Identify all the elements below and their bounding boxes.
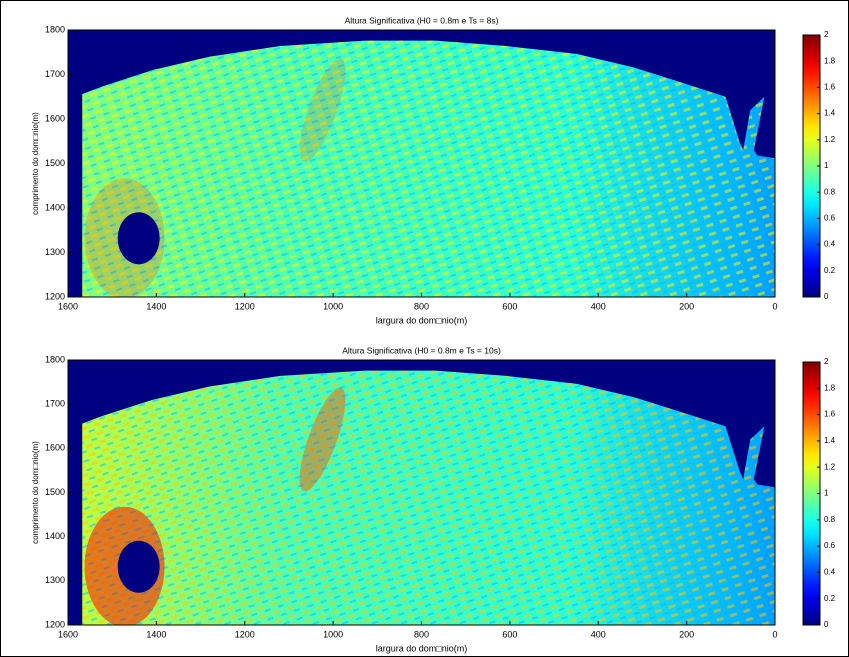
x-tick-label: 0	[772, 629, 777, 639]
colorbar-tick-label: 0	[824, 620, 829, 629]
hot-zone	[299, 387, 346, 492]
colorbar-tick-label: 2	[824, 357, 829, 366]
colorbar-tick-label: 1.4	[824, 109, 836, 118]
wave-pattern	[82, 370, 775, 625]
colorbar-tick-label: 1	[824, 489, 829, 498]
x-tick-label: 200	[679, 629, 694, 639]
y-tick-label: 1400	[45, 202, 65, 212]
x-tick-label: 200	[679, 301, 694, 311]
y-tick-label: 1400	[45, 531, 65, 541]
x-tick-label: 1400	[146, 301, 166, 311]
x-tick-label: 1200	[235, 629, 255, 639]
colorbar-tick-label: 0.8	[824, 515, 836, 524]
colorbar-tick-label: 1.8	[824, 383, 836, 392]
x-axis-label: largura do dom□nio(m)	[376, 315, 467, 325]
x-tick-label: 800	[414, 629, 429, 639]
island	[117, 540, 160, 593]
y-axis-label: comprimento do dom□nio(m)	[31, 112, 40, 215]
colorbar-tick-label: 0.6	[824, 541, 836, 550]
chart-title: Altura Significativa (H0 = 0.8m e Ts = 1…	[342, 345, 501, 355]
colorbar-tick-label: 0.8	[824, 187, 836, 196]
x-axis-label: largura do dom□nio(m)	[376, 643, 467, 653]
heatmap-field	[68, 30, 775, 297]
island	[117, 212, 160, 265]
hot-zone	[299, 58, 346, 163]
colorbar-tick-label: 1.2	[824, 135, 836, 144]
y-tick-label: 1700	[45, 69, 65, 79]
x-tick-label: 600	[502, 629, 517, 639]
colorbar-tick-label: 0.2	[824, 266, 836, 275]
x-tick-label: 600	[502, 301, 517, 311]
colorbar-tick-label: 0.2	[824, 594, 836, 603]
colorbar-tick-label: 0.6	[824, 214, 836, 223]
y-tick-label: 1500	[45, 158, 65, 168]
y-tick-label: 1300	[45, 575, 65, 585]
x-tick-label: 800	[414, 301, 429, 311]
x-tick-label: 1400	[146, 629, 166, 639]
boundary-strip	[68, 30, 83, 297]
colorbar-tick-label: 1	[824, 161, 829, 170]
y-tick-label: 1800	[45, 24, 65, 34]
y-tick-label: 1200	[45, 619, 65, 629]
subplot: Altura Significativa (H0 = 0.8m e Ts = 1…	[31, 345, 836, 653]
y-tick-label: 1300	[45, 247, 65, 257]
y-tick-label: 1800	[45, 354, 65, 364]
x-tick-label: 0	[772, 301, 777, 311]
y-tick-label: 1500	[45, 487, 65, 497]
boundary-strip	[68, 360, 83, 625]
y-tick-label: 1700	[45, 399, 65, 409]
colorbar-tick-label: 0.4	[824, 568, 836, 577]
x-tick-label: 1600	[58, 301, 78, 311]
heatmap-field	[68, 360, 775, 625]
subplot: Altura Significativa (H0 = 0.8m e Ts = 8…	[31, 15, 836, 325]
colorbar-tick-label: 1.8	[824, 56, 836, 65]
y-tick-label: 1600	[45, 113, 65, 123]
colorbar-tick-label: 1.2	[824, 462, 836, 471]
colorbar-tick-label: 2	[824, 30, 829, 39]
colorbar-tick-label: 0.4	[824, 240, 836, 249]
x-tick-label: 400	[591, 629, 606, 639]
wave-pattern	[82, 40, 775, 297]
x-tick-label: 1200	[235, 301, 255, 311]
x-tick-label: 1000	[323, 301, 343, 311]
colorbar-tick-label: 1.6	[824, 83, 836, 92]
x-tick-label: 1600	[58, 629, 78, 639]
x-tick-label: 1000	[323, 629, 343, 639]
y-tick-label: 1200	[45, 291, 65, 301]
colorbar-tick-label: 0	[824, 292, 829, 301]
y-axis-label: comprimento do dom□nio(m)	[31, 441, 40, 544]
x-tick-label: 400	[591, 301, 606, 311]
chart-title: Altura Significativa (H0 = 0.8m e Ts = 8…	[345, 15, 499, 25]
colorbar-tick-label: 1.4	[824, 436, 836, 445]
y-tick-label: 1600	[45, 443, 65, 453]
colorbar-tick-label: 1.6	[824, 410, 836, 419]
